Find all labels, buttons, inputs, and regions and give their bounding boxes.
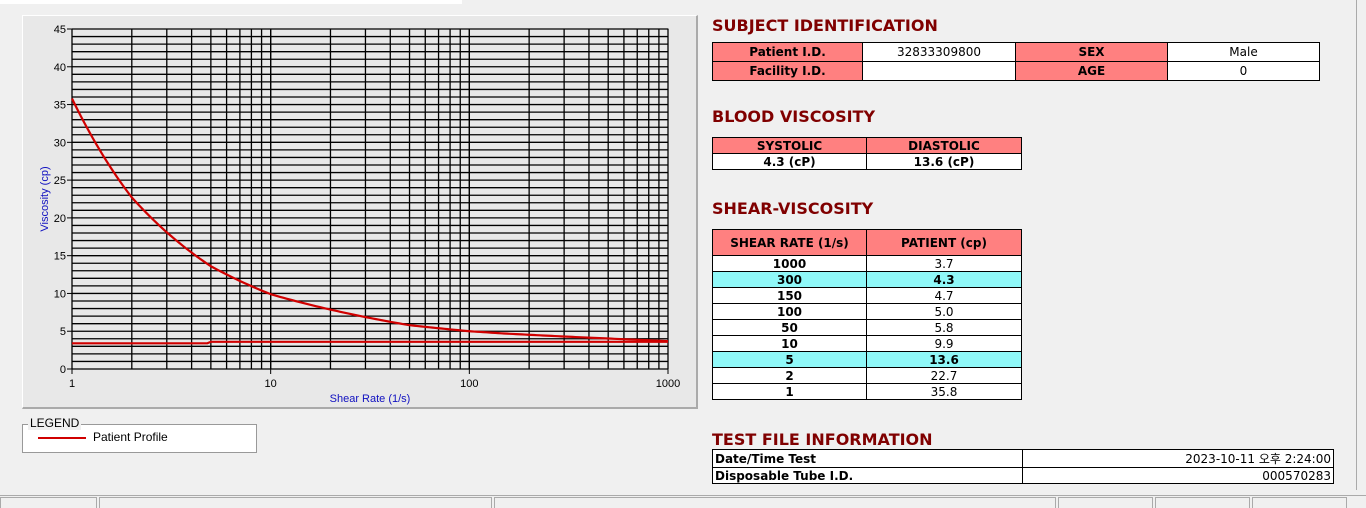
shear-row: 1 35.8: [712, 383, 1022, 400]
shear-row: 5 13.6: [712, 351, 1022, 368]
patient-cell: 9.9: [866, 335, 1022, 352]
patient-cell: 13.6: [866, 351, 1022, 368]
patient-cell: 4.7: [866, 287, 1022, 304]
facility-value: [862, 61, 1016, 81]
y-tick-label: 15: [54, 251, 66, 263]
y-tick-label: 40: [54, 62, 66, 74]
y-tick-label: 45: [54, 24, 66, 36]
y-tick-label: 30: [54, 137, 66, 149]
shear-rate-cell: 1: [712, 383, 867, 400]
patient-cell: 35.8: [866, 383, 1022, 400]
shear-rate-cell: 50: [712, 319, 867, 336]
sex-label: SEX: [1015, 42, 1168, 62]
age-label: AGE: [1015, 61, 1168, 81]
patient-cell: 22.7: [866, 367, 1022, 384]
shear-title: SHEAR-VISCOSITY: [712, 199, 874, 218]
facility-label: Facility I.D.: [712, 61, 863, 81]
shear-rate-cell: 2: [712, 367, 867, 384]
y-tick-label: 25: [54, 175, 66, 187]
legend-swatch: [38, 437, 86, 439]
legend-title: LEGEND: [28, 416, 82, 430]
scrollbar[interactable]: [1356, 0, 1366, 490]
series-line: [72, 340, 668, 345]
blood-title: BLOOD VISCOSITY: [712, 107, 876, 126]
x-tick-label: 1: [69, 378, 75, 390]
patient-cell: 5.8: [866, 319, 1022, 336]
systolic-value: 4.3 (cP): [712, 153, 867, 170]
shear-table: SHEAR RATE (1/s) PATIENT (cp) 1000 3.7 300 4…: [712, 229, 1022, 400]
status-segment: [494, 497, 1056, 508]
diastolic-value: 13.6 (cP): [866, 153, 1022, 170]
shear-row: 300 4.3: [712, 271, 1022, 288]
status-segment: [1155, 497, 1250, 508]
shear-row: 1000 3.7: [712, 255, 1022, 272]
legend-label: Patient Profile: [93, 430, 168, 444]
patient-cell: 4.3: [866, 271, 1022, 288]
age-value: 0: [1167, 61, 1320, 81]
patient-header: PATIENT (cp): [866, 229, 1022, 256]
shear-row: 50 5.8: [712, 319, 1022, 336]
plot-area: [71, 28, 669, 370]
subject-title: SUBJECT IDENTIFICATION: [712, 16, 938, 35]
shear-rate-cell: 300: [712, 271, 867, 288]
y-tick-label: 5: [60, 326, 66, 338]
shear-rate-cell: 1000: [712, 255, 867, 272]
shear-rate-cell: 150: [712, 287, 867, 304]
shear-row: 10 9.9: [712, 335, 1022, 352]
shear-row: 100 5.0: [712, 303, 1022, 320]
x-tick-label: 100: [460, 378, 478, 390]
shear-rate-cell: 5: [712, 351, 867, 368]
shear-row: 2 22.7: [712, 367, 1022, 384]
blood-table: SYSTOLIC DIASTOLIC 4.3 (cP) 13.6 (cP): [712, 137, 1022, 170]
patient-cell: 5.0: [866, 303, 1022, 320]
shear-rate-cell: 100: [712, 303, 867, 320]
patient-id-label: Patient I.D.: [712, 42, 863, 62]
date-value: 2023-10-11 오후 2:24:00: [1022, 449, 1334, 468]
x-tick-label: 10: [265, 378, 277, 390]
status-segment: [99, 497, 492, 508]
sex-value: Male: [1167, 42, 1320, 62]
tube-value: 000570283: [1022, 467, 1334, 484]
y-tick-label: 10: [54, 288, 66, 300]
systolic-label: SYSTOLIC: [712, 137, 867, 154]
date-label: Date/Time Test: [712, 449, 1023, 468]
testfile-title: TEST FILE INFORMATION: [712, 430, 933, 449]
status-segment: [0, 497, 97, 508]
y-tick-label: 20: [54, 213, 66, 225]
diastolic-label: DIASTOLIC: [866, 137, 1022, 154]
viscosity-chart: 0 5 10 15 20 25 30 35 40 45 1 10 100 1000 Shear Rate (…: [39, 24, 680, 405]
status-segment: [1058, 497, 1153, 508]
y-axis-label: Viscosity (cp): [39, 166, 51, 231]
shear-rate-cell: 10: [712, 335, 867, 352]
series-patient-profile: [71, 98, 669, 343]
shear-rate-header: SHEAR RATE (1/s): [712, 229, 867, 256]
x-tick-label: 1000: [656, 378, 680, 390]
status-segment: [1252, 497, 1347, 508]
top-strip: [0, 0, 462, 4]
patient-id-value: 32833309800: [862, 42, 1016, 62]
status-bar: [0, 495, 1366, 508]
x-axis-label: Shear Rate (1/s): [330, 393, 411, 405]
y-tick-label: 35: [54, 100, 66, 112]
tube-label: Disposable Tube I.D.: [712, 467, 1023, 484]
shear-row: 150 4.7: [712, 287, 1022, 304]
subject-table: Patient I.D. 32833309800 SEX Male Facility …: [712, 42, 1320, 81]
testfile-table: Date/Time Test 2023-10-11 오후 2:24:00 Disp…: [712, 449, 1334, 484]
patient-cell: 3.7: [866, 255, 1022, 272]
y-tick-label: 0: [60, 364, 66, 376]
